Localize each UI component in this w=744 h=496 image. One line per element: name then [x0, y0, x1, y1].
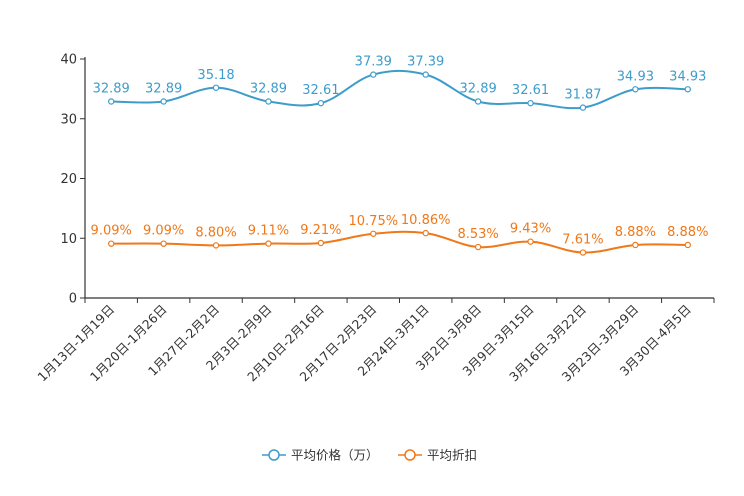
data-point[interactable]	[160, 98, 167, 105]
legend-item-1[interactable]: 平均价格（万）	[262, 448, 379, 463]
data-point[interactable]	[422, 229, 429, 237]
y-tick-label: 30	[60, 112, 77, 127]
data-point[interactable]	[108, 98, 115, 105]
data-label: 9.11%	[248, 224, 289, 239]
data-point[interactable]	[317, 239, 325, 247]
legend-label: 平均折扣	[427, 448, 477, 463]
data-point[interactable]	[527, 99, 534, 107]
data-point[interactable]	[579, 104, 587, 111]
data-point[interactable]	[212, 84, 220, 91]
data-label: 32.89	[145, 81, 182, 96]
data-label: 8.53%	[457, 227, 498, 242]
legend[interactable]: 平均价格（万） 平均折扣	[262, 448, 477, 463]
data-point[interactable]	[527, 238, 534, 245]
data-label: 9.09%	[91, 224, 132, 239]
data-label: 37.39	[407, 55, 444, 70]
data-point[interactable]	[108, 240, 115, 247]
data-label: 9.09%	[143, 224, 184, 239]
y-tick-label: 40	[60, 53, 77, 68]
data-label: 34.93	[669, 69, 706, 84]
legend-label: 平均价格（万）	[291, 448, 379, 463]
series-line	[111, 69, 688, 110]
data-point[interactable]	[317, 99, 325, 107]
data-label: 8.88%	[615, 225, 656, 240]
data-label: 37.39	[355, 55, 392, 70]
data-point[interactable]	[632, 86, 639, 93]
y-tick-label: 20	[60, 172, 77, 187]
legend-item-2[interactable]: 平均折扣	[398, 448, 477, 463]
data-point[interactable]	[684, 241, 691, 249]
data-point[interactable]	[370, 71, 377, 78]
data-label: 32.61	[512, 83, 549, 98]
legend-swatch-marker	[268, 449, 280, 461]
data-point[interactable]	[370, 230, 377, 237]
legend-swatch-marker	[404, 449, 416, 461]
data-point[interactable]	[422, 71, 429, 78]
data-label: 8.88%	[667, 225, 708, 240]
data-point[interactable]	[474, 243, 482, 251]
data-point[interactable]	[265, 98, 272, 105]
data-label: 9.21%	[300, 223, 341, 238]
data-label: 32.89	[460, 81, 497, 96]
data-label: 35.18	[197, 68, 234, 83]
data-label: 32.89	[250, 81, 287, 96]
y-tick-label: 10	[60, 232, 77, 247]
data-point[interactable]	[632, 241, 639, 249]
data-label: 10.86%	[401, 213, 451, 228]
data-label: 10.75%	[349, 214, 399, 229]
data-point[interactable]	[160, 240, 167, 247]
series-2: 9.09% 9.09% 8.80% 9.11% 9.21% 10.75% 10.86% 8.5…	[91, 213, 708, 256]
data-point[interactable]	[265, 240, 272, 247]
data-point[interactable]	[212, 242, 220, 249]
data-label: 34.93	[617, 69, 654, 84]
data-label: 32.89	[93, 81, 130, 96]
data-label: 8.80%	[195, 225, 236, 240]
data-label: 7.61%	[562, 233, 603, 248]
data-label: 32.61	[302, 83, 339, 98]
series-layer: 32.89 32.89 35.18 32.89 32.61 37.39 37.39 32.89…	[91, 55, 708, 256]
data-point[interactable]	[474, 98, 482, 105]
series-1: 32.89 32.89 35.18 32.89 32.61 37.39 37.39 32.89…	[93, 55, 706, 111]
data-label: 31.87	[564, 88, 601, 103]
y-tick-label: 0	[69, 292, 77, 307]
series-line	[111, 230, 688, 254]
data-point[interactable]	[684, 86, 691, 93]
data-label: 9.43%	[510, 222, 551, 237]
data-point[interactable]	[579, 249, 587, 256]
